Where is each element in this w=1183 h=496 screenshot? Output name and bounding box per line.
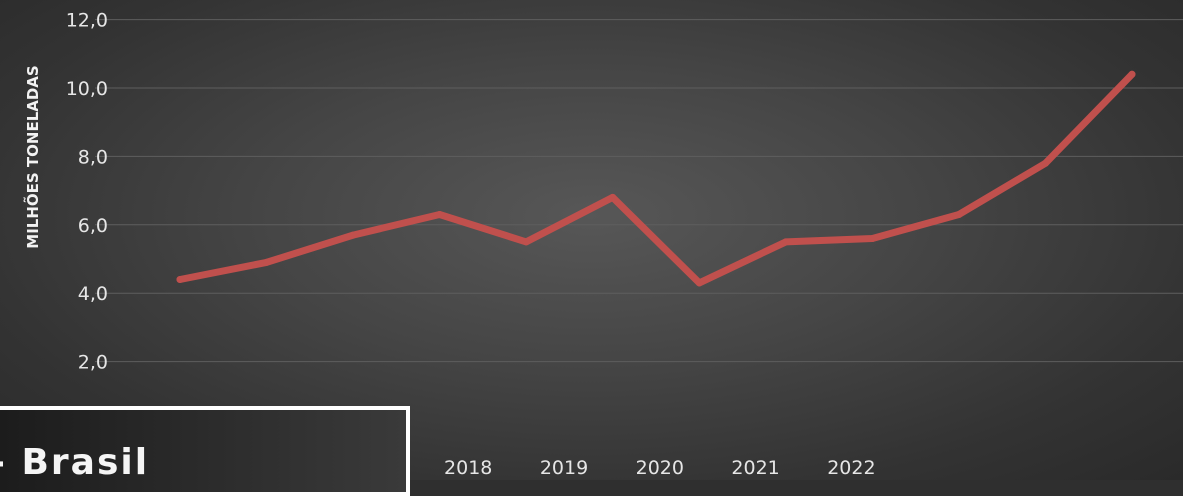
data-point bbox=[176, 276, 184, 283]
series-line bbox=[176, 70, 1136, 287]
grid bbox=[95, 19, 1183, 363]
x-tick-label: 2019 bbox=[540, 457, 588, 479]
y-tick-label: 10,0 bbox=[66, 78, 108, 100]
data-point bbox=[1042, 159, 1049, 167]
data-point bbox=[782, 238, 790, 246]
y-tick-label: 12,0 bbox=[66, 10, 108, 32]
data-point bbox=[1128, 70, 1136, 78]
series bbox=[176, 70, 1136, 287]
data-point bbox=[609, 193, 617, 201]
title-box: - Brasil bbox=[0, 406, 410, 496]
x-tick-label: 2021 bbox=[731, 457, 779, 479]
y-axis-label: MILHÕES TONELADAS bbox=[23, 65, 42, 248]
y-tick-label: 4,0 bbox=[78, 283, 108, 305]
chart-title: - Brasil bbox=[0, 442, 150, 483]
y-tick-label: 2,0 bbox=[78, 352, 108, 374]
x-tick-label: 2018 bbox=[444, 457, 492, 479]
y-axis-ticks: 2,0 4,0 6,0 8,0 10,0 12,0 bbox=[66, 10, 108, 374]
data-point bbox=[955, 211, 963, 218]
data-point bbox=[695, 279, 703, 287]
data-point bbox=[263, 258, 270, 266]
x-tick-label: 2020 bbox=[636, 457, 684, 479]
line-chart: 2,04,06,08,010,012,0 2015201620172018201… bbox=[23, 10, 1183, 479]
data-point bbox=[868, 235, 876, 242]
x-tick-label: 2022 bbox=[827, 457, 875, 479]
data-point bbox=[349, 231, 357, 239]
data-point bbox=[436, 211, 444, 218]
y-tick-label: 8,0 bbox=[78, 146, 108, 168]
y-tick-label: 6,0 bbox=[78, 215, 108, 237]
data-point bbox=[522, 238, 530, 246]
